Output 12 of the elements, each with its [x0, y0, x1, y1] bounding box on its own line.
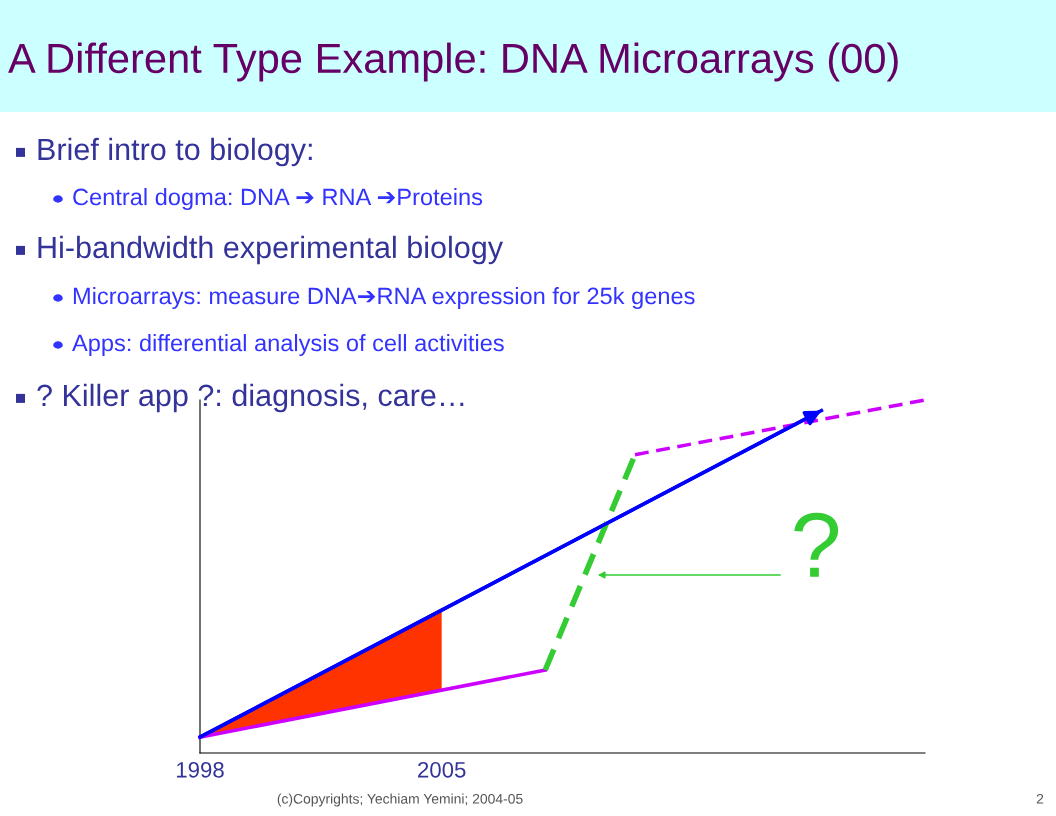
text: Hi-bandwidth experimental biology	[38, 235, 504, 265]
annotation: ? Killer app ?: diagnosis, care…	[37, 383, 464, 413]
text: Apps: differential analysis of cell activities	[72, 333, 504, 357]
text: Brief intro to biology:	[38, 137, 312, 167]
annotation: ?	[794, 512, 839, 577]
chart-title: A Different Type Example: DNA Microarrays (00)	[8, 42, 898, 82]
text: Microarrays: measure DNA➔RNA expression for 25k genes	[73, 286, 695, 309]
x-tick-label: 2005	[418, 761, 466, 778]
text: 2	[1036, 793, 1044, 804]
text: (c)Copyrights; Yechiam Yemini; 2004-05	[277, 793, 523, 807]
text: Central dogma: DNA ➔ RNA ➔Proteins	[73, 187, 483, 210]
x-tick-label: 1998	[176, 761, 224, 778]
